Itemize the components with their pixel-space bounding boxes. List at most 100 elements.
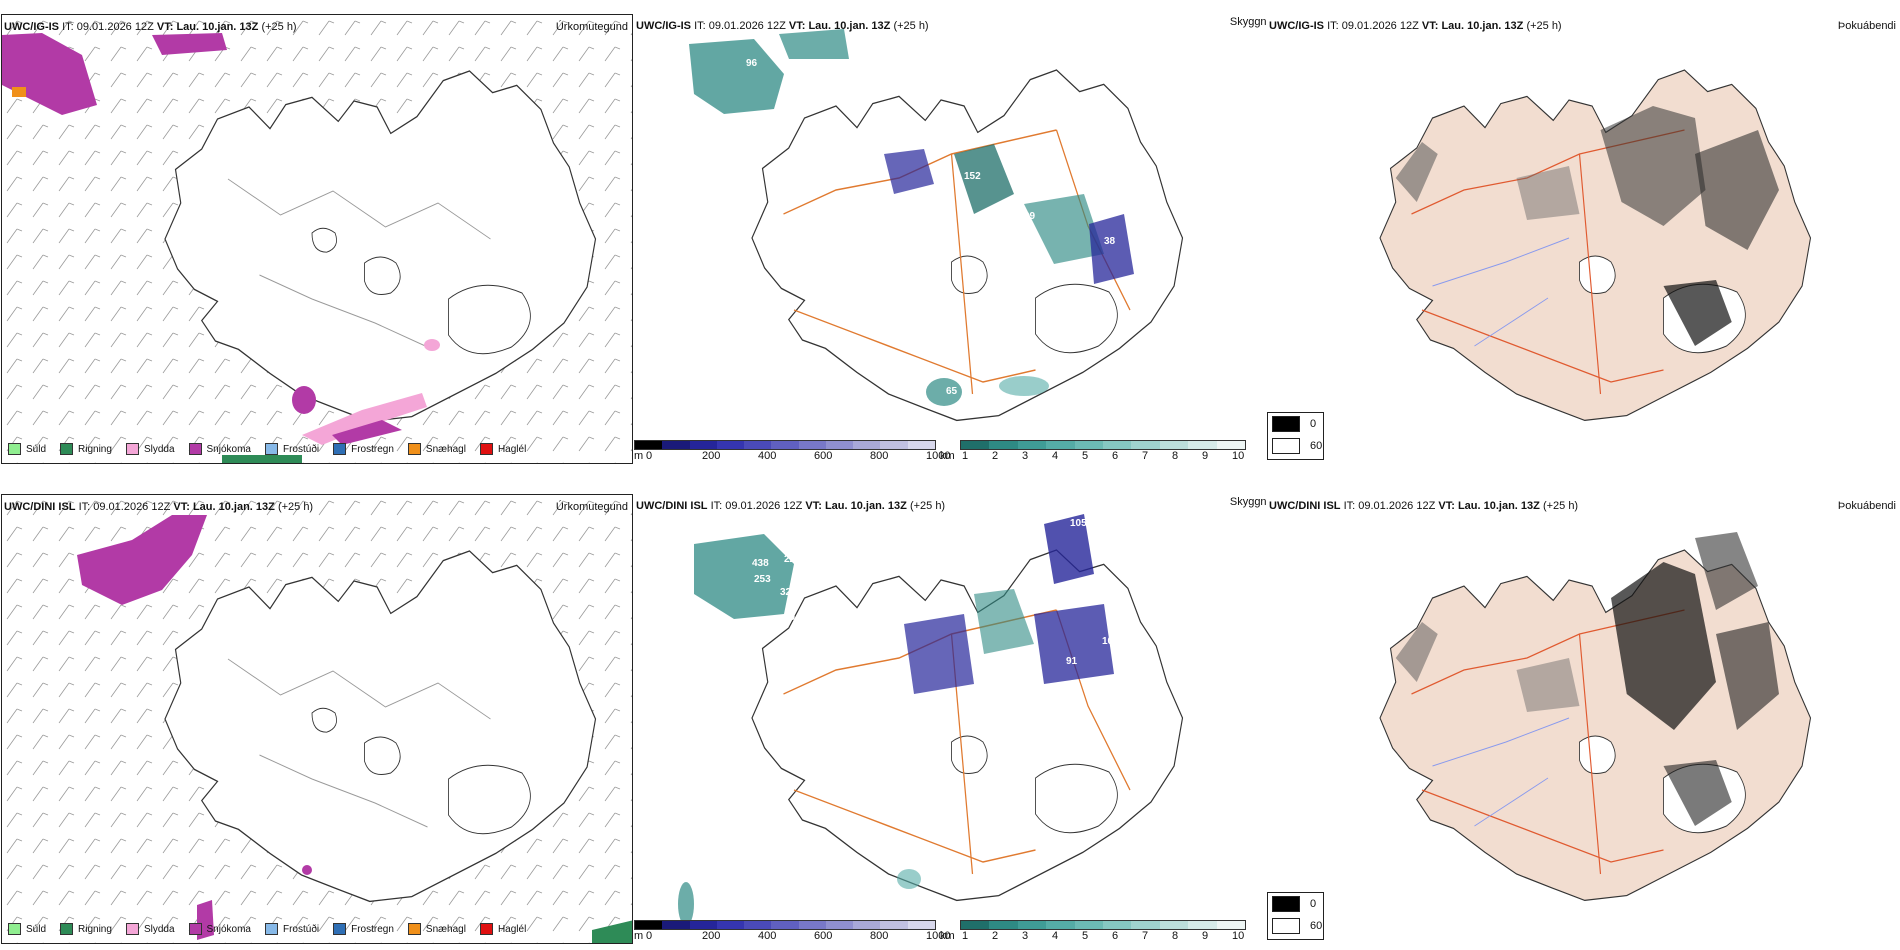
model-name: UWC/IG-IS (1269, 20, 1324, 32)
ceiling-patch (1089, 214, 1134, 284)
fog-legend-label: 60 (1310, 440, 1323, 452)
precip-legend: Súld Rigning Slydda Snjókoma Frostúði Frostre… (8, 443, 526, 455)
colorbar-tick: 9 (1202, 450, 1209, 462)
legend-item-frostregn: Frostregn (333, 923, 394, 935)
colorbar-segment (1046, 441, 1075, 449)
visibility-label: 152 (964, 171, 981, 182)
colorbar-tick: 8 (1172, 450, 1179, 462)
vis-patch (694, 534, 794, 619)
fog-legend-swatch (1272, 416, 1300, 432)
it-label: IT: (1327, 20, 1339, 32)
legend-label: Frostregn (351, 443, 394, 455)
visibility-label: 49 (1044, 696, 1056, 707)
legend-item-frostúði: Frostúði (264, 923, 319, 935)
ceiling-patch (884, 149, 934, 194)
legend-swatch (479, 443, 493, 455)
colorbar-tick: 4 (1052, 450, 1059, 462)
fog-panel-bottom: UWC/DINI ISL IT: 09.01.2026 12Z VT: Lau.… (1267, 494, 1900, 944)
fog-legend: 0 60 (1267, 412, 1324, 460)
colorbar-tick: 2 (992, 930, 999, 942)
panel-header: UWC/DINI ISL IT: 09.01.2026 12Z VT: Lau.… (1269, 500, 1578, 512)
precip-map (2, 495, 632, 943)
roads (227, 178, 491, 348)
visibility-label: 253 (754, 574, 771, 585)
fog-legend-swatch (1272, 896, 1300, 912)
legend-item-slydda: Slydda (125, 443, 175, 455)
panel-type-label: Þokuábendi (1837, 500, 1896, 512)
precip-type-panel-top: UWC/IG-IS IT: 09.01.2026 12Z VT: Lau. 10… (1, 14, 633, 464)
legend-item-haglél: Haglél (479, 923, 526, 935)
colorbar-tick: 1000 (926, 930, 951, 942)
panel-header: UWC/IG-IS IT: 09.01.2026 12Z VT: Lau. 10… (636, 20, 929, 32)
legend-swatch (188, 923, 202, 935)
colorbar-segment (1103, 441, 1132, 449)
visibility-label: 105 (1070, 518, 1087, 529)
legend-item-rigning: Rigning (60, 923, 112, 935)
visibility-label: 105 (1102, 636, 1119, 647)
legend-swatch (333, 443, 347, 455)
fog-shade (1663, 280, 1732, 346)
colorbar-tick: 5 (1082, 930, 1089, 942)
glacier (1578, 735, 1616, 775)
fog-legend-row: 60 (1268, 915, 1323, 937)
vis-patch (954, 144, 1014, 214)
fog-legend-row: 60 (1268, 435, 1323, 457)
colorbar-segment (662, 441, 690, 449)
panel-header: UWC/IG-IS IT: 09.01.2026 12Z VT: Lau. 10… (4, 21, 297, 33)
colorbar-segment (716, 441, 745, 449)
legend-label: Snjókoma (206, 923, 251, 935)
visibility-panel-bottom: UWC/DINI ISL IT: 09.01.2026 12Z VT: Lau.… (634, 494, 1266, 944)
colorbar-tick: 200 (702, 930, 721, 942)
vis-patch (974, 589, 1034, 654)
panel-type-label: Skyggni (1229, 16, 1266, 28)
colorbar-tick: 800 (870, 930, 889, 942)
legend-label: Frostregn (351, 923, 394, 935)
vt-value: Lau. 10.jan. 13Z (176, 21, 259, 33)
fog-shade (1395, 622, 1438, 682)
colorbar-tick: 0 (646, 930, 653, 942)
fog-legend-swatch (1272, 438, 1300, 454)
colorbar-segment (1131, 441, 1160, 449)
colorbar-segment (853, 921, 881, 929)
lead-time: (+25 h) (909, 500, 946, 512)
vis-patch (779, 29, 849, 59)
colorbar-tick: 7 (1142, 450, 1149, 462)
legend-label: Rigning (78, 923, 112, 935)
model-name: UWC/DINI ISL (1269, 500, 1341, 512)
ceiling-ticks: m 0 200 400 600 800 1000 (634, 450, 950, 464)
panel-type-label: Úrkomutegund (555, 501, 628, 513)
colorbar-tick: 4 (1052, 930, 1059, 942)
panel-header: UWC/IG-IS IT: 09.01.2026 12Z VT: Lau. 10… (1269, 20, 1562, 32)
colorbar-segment (880, 921, 908, 929)
colorbar-tick: 0 (646, 450, 653, 462)
sleet-area (424, 339, 440, 351)
legend-swatch (125, 443, 139, 455)
snow-area (152, 33, 227, 55)
it-value: 09.01.2026 12Z (1358, 500, 1436, 512)
visibility-label: 328 (780, 587, 797, 598)
vt-label: VT: (805, 500, 822, 512)
colorbar-segment (853, 441, 881, 449)
colorbar-segment (1188, 441, 1217, 449)
legend-item-snjókoma: Snjókoma (188, 443, 251, 455)
fog-legend-row: 0 (1268, 893, 1323, 915)
colorbar-tick: 1 (962, 930, 969, 942)
colorbar-tick: 3 (1022, 450, 1029, 462)
colorbar-unit: km (940, 450, 955, 462)
it-value: 09.01.2026 12Z (76, 21, 154, 33)
snow-area (332, 420, 402, 445)
legend-swatch (8, 443, 21, 455)
visibility-colorbar (960, 920, 1246, 930)
fog-legend-label: 0 (1310, 898, 1317, 910)
colorbar-tick: 10 (1232, 930, 1245, 942)
model-name: UWC/IG-IS (4, 21, 59, 33)
legend-swatch (264, 443, 278, 455)
colorbar-segment (1131, 921, 1160, 929)
rivers (1432, 237, 1570, 347)
fog-map (1379, 532, 1812, 902)
colorbar-tick: 800 (870, 450, 889, 462)
vis-patch (678, 882, 694, 926)
colorbar-segment (907, 441, 935, 449)
rain-area (222, 455, 302, 463)
